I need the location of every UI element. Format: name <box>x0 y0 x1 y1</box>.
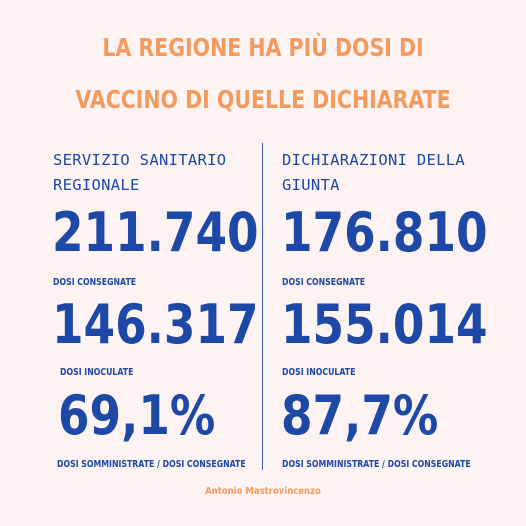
right-inoculated-value: 155.014 <box>281 293 488 356</box>
title-line-2: VACCINO DI QUELLE DICHIARATE <box>75 85 451 114</box>
right-heading-line-2: GIUNTA <box>282 176 340 194</box>
left-ratio-value: 69,1% <box>58 384 216 447</box>
column-divider <box>262 143 263 470</box>
left-inoculated-label: DOSI INOCULATE <box>60 367 134 378</box>
left-delivered-value: 211.740 <box>52 201 259 264</box>
right-inoculated-label: DOSI INOCULATE <box>282 367 356 378</box>
left-delivered-label: DOSI CONSEGNATE <box>53 277 137 288</box>
right-ratio-label: DOSI SOMMINISTRATE / DOSI CONSEGNATE <box>282 459 471 470</box>
left-ratio-label: DOSI SOMMINISTRATE / DOSI CONSEGNATE <box>57 459 246 470</box>
left-inoculated-value: 146.317 <box>52 293 259 356</box>
left-heading-line-2: REGIONALE <box>53 176 140 194</box>
author-credit: Antonio Mastrovincenzo <box>205 486 321 497</box>
right-heading-line-1: DICHIARAZIONI DELLA <box>282 151 466 169</box>
right-ratio-value: 87,7% <box>281 384 439 447</box>
left-heading-line-1: SERVIZIO SANITARIO <box>53 151 227 169</box>
right-delivered-label: DOSI CONSEGNATE <box>282 277 366 288</box>
title-line-1: LA REGIONE HA PIÙ DOSI DI <box>102 33 424 62</box>
right-delivered-value: 176.810 <box>281 201 488 264</box>
